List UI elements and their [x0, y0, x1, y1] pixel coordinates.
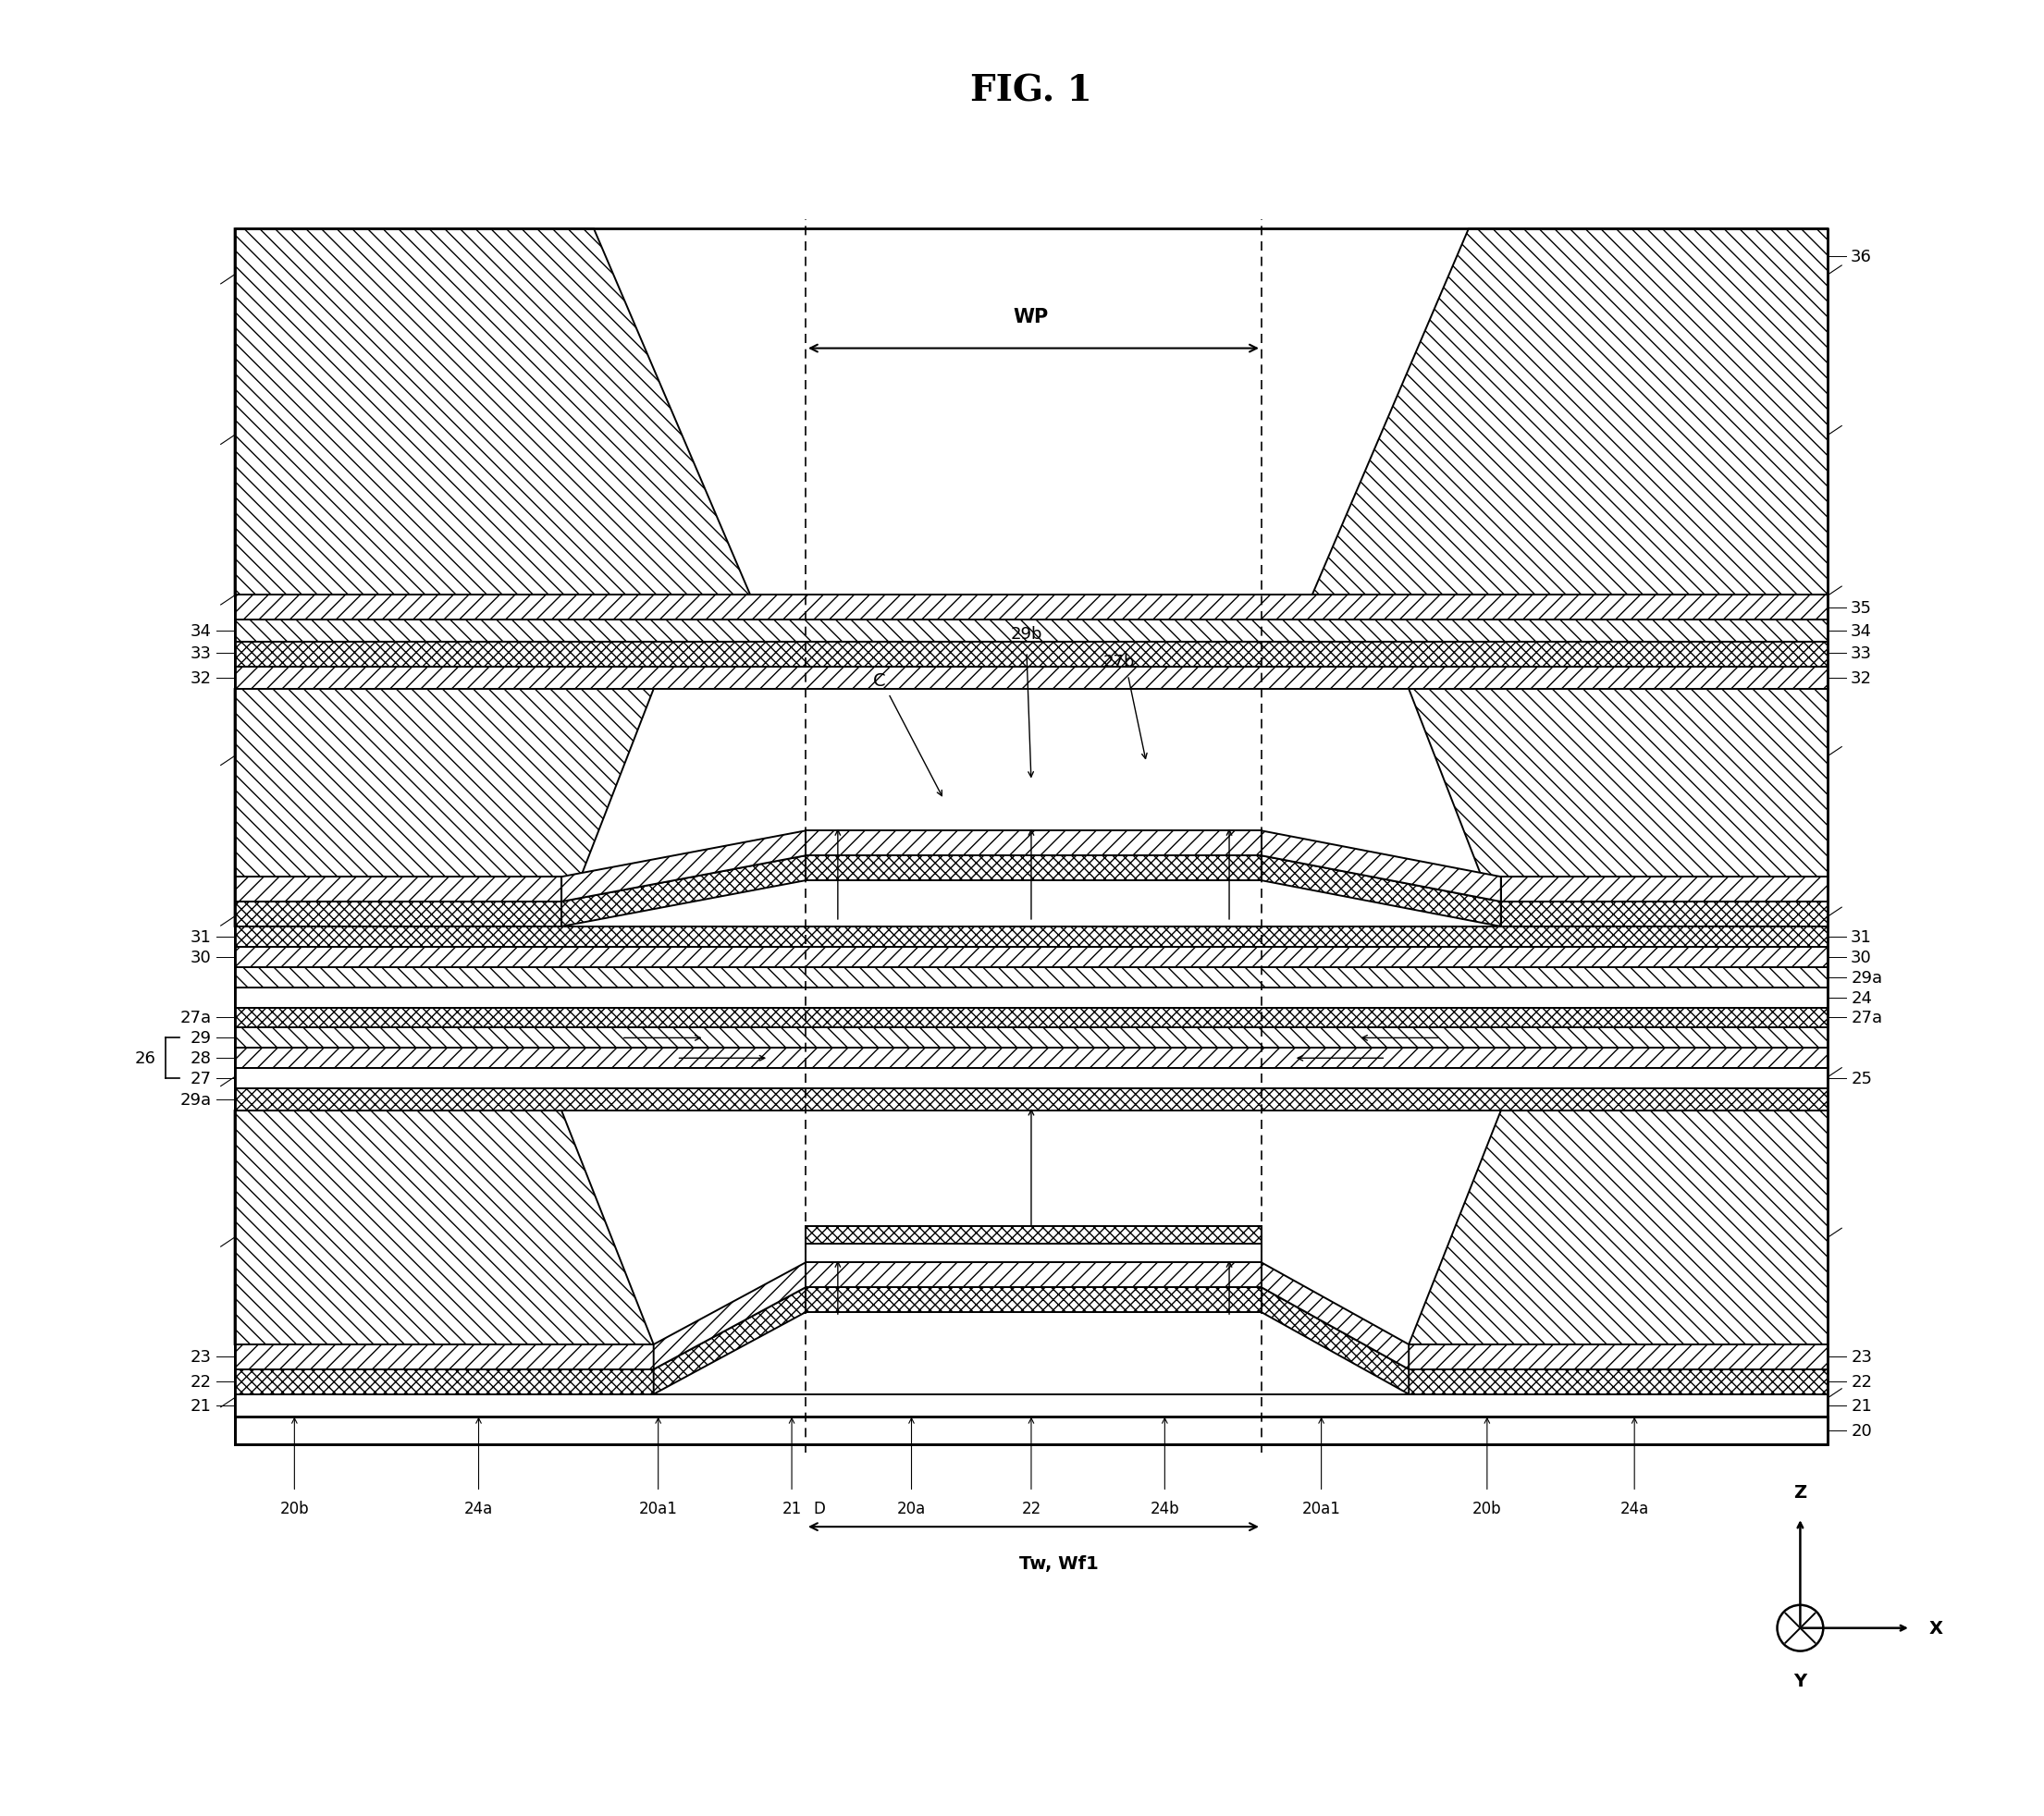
Bar — [805, 832, 1261, 855]
Bar — [805, 1226, 1261, 1244]
Text: 35: 35 — [1852, 599, 1872, 617]
Polygon shape — [1261, 1262, 1408, 1369]
Text: 26: 26 — [135, 1050, 155, 1066]
Bar — [805, 1262, 1261, 1288]
Text: 32: 32 — [1852, 670, 1872, 686]
Text: Y: Y — [1795, 1673, 1807, 1691]
Bar — [235, 1090, 1827, 1111]
Bar — [235, 666, 1827, 690]
Text: 29a: 29a — [1852, 970, 1883, 986]
Text: 31: 31 — [190, 928, 211, 946]
Text: 24a: 24a — [1621, 1500, 1650, 1516]
Bar — [235, 621, 1827, 643]
Text: 22: 22 — [1022, 1500, 1040, 1516]
Bar — [235, 948, 1827, 968]
Text: 22: 22 — [1852, 1373, 1872, 1391]
Text: 20b: 20b — [1472, 1500, 1502, 1516]
Bar — [1408, 1344, 1827, 1369]
Text: 24: 24 — [1852, 990, 1872, 1006]
Text: 30: 30 — [190, 950, 211, 966]
Bar — [235, 926, 1827, 948]
Text: C: C — [873, 672, 885, 688]
Text: WP: WP — [1014, 307, 1049, 325]
Text: 20a1: 20a1 — [1302, 1500, 1341, 1516]
Text: 29b: 29b — [1010, 627, 1042, 643]
Text: 33: 33 — [190, 645, 211, 661]
Polygon shape — [235, 229, 750, 596]
Text: Z: Z — [1795, 1484, 1807, 1502]
Text: 22: 22 — [190, 1373, 211, 1391]
Bar — [235, 988, 1827, 1008]
Polygon shape — [1261, 855, 1500, 926]
Bar — [235, 1416, 1827, 1444]
Text: 21: 21 — [190, 1397, 211, 1413]
Bar — [235, 1369, 654, 1395]
Text: 27b: 27b — [1104, 654, 1134, 670]
Polygon shape — [1408, 690, 1827, 926]
Bar — [805, 1244, 1261, 1262]
Bar — [1500, 903, 1827, 926]
Polygon shape — [235, 1111, 654, 1344]
Polygon shape — [562, 832, 805, 903]
Polygon shape — [1261, 1288, 1408, 1395]
Bar — [235, 1395, 1827, 1416]
Text: 30: 30 — [1852, 950, 1872, 966]
Bar — [805, 1288, 1261, 1313]
Text: 24a: 24a — [464, 1500, 493, 1516]
Polygon shape — [1312, 229, 1827, 596]
Bar — [235, 1068, 1827, 1090]
Text: 34: 34 — [1852, 623, 1872, 639]
Bar — [1408, 1369, 1827, 1395]
Text: 28: 28 — [190, 1050, 211, 1066]
Text: 27a: 27a — [1852, 1010, 1883, 1026]
Text: 20a: 20a — [897, 1500, 926, 1516]
Text: 36: 36 — [1852, 249, 1872, 265]
Text: 24b: 24b — [1151, 1500, 1179, 1516]
Text: 29a: 29a — [180, 1091, 211, 1108]
Text: 34: 34 — [190, 623, 211, 639]
Text: 27: 27 — [190, 1070, 211, 1088]
Text: 21: 21 — [1852, 1397, 1872, 1413]
Text: 31: 31 — [1852, 928, 1872, 946]
Text: D: D — [814, 1500, 826, 1516]
Polygon shape — [1261, 832, 1500, 903]
Bar — [235, 643, 1827, 666]
Text: 27a: 27a — [180, 1010, 211, 1026]
Text: FIG. 1: FIG. 1 — [971, 74, 1091, 109]
Polygon shape — [235, 690, 654, 926]
Circle shape — [1776, 1605, 1823, 1651]
Polygon shape — [562, 855, 805, 926]
Text: X: X — [1930, 1620, 1944, 1636]
Bar — [235, 903, 562, 926]
Polygon shape — [654, 1288, 805, 1395]
Text: 29: 29 — [190, 1030, 211, 1046]
Bar — [1500, 877, 1827, 903]
Text: 20: 20 — [1852, 1422, 1872, 1438]
Bar — [235, 596, 1827, 621]
Text: 23: 23 — [190, 1349, 211, 1366]
Text: Tw, Wf1: Tw, Wf1 — [1020, 1554, 1098, 1573]
Bar — [805, 855, 1261, 881]
Polygon shape — [654, 1262, 805, 1369]
Text: 33: 33 — [1852, 645, 1872, 661]
Bar — [235, 877, 562, 903]
Text: 23: 23 — [1852, 1349, 1872, 1366]
Bar — [235, 1008, 1827, 1028]
Text: 32: 32 — [190, 670, 211, 686]
Text: 20a1: 20a1 — [640, 1500, 677, 1516]
Bar — [235, 1028, 1827, 1048]
Bar — [235, 1048, 1827, 1068]
Text: 20b: 20b — [280, 1500, 309, 1516]
Bar — [235, 1344, 654, 1369]
Text: 21: 21 — [783, 1500, 801, 1516]
Text: 25: 25 — [1852, 1070, 1872, 1088]
Polygon shape — [1408, 1111, 1827, 1344]
Bar — [235, 968, 1827, 988]
